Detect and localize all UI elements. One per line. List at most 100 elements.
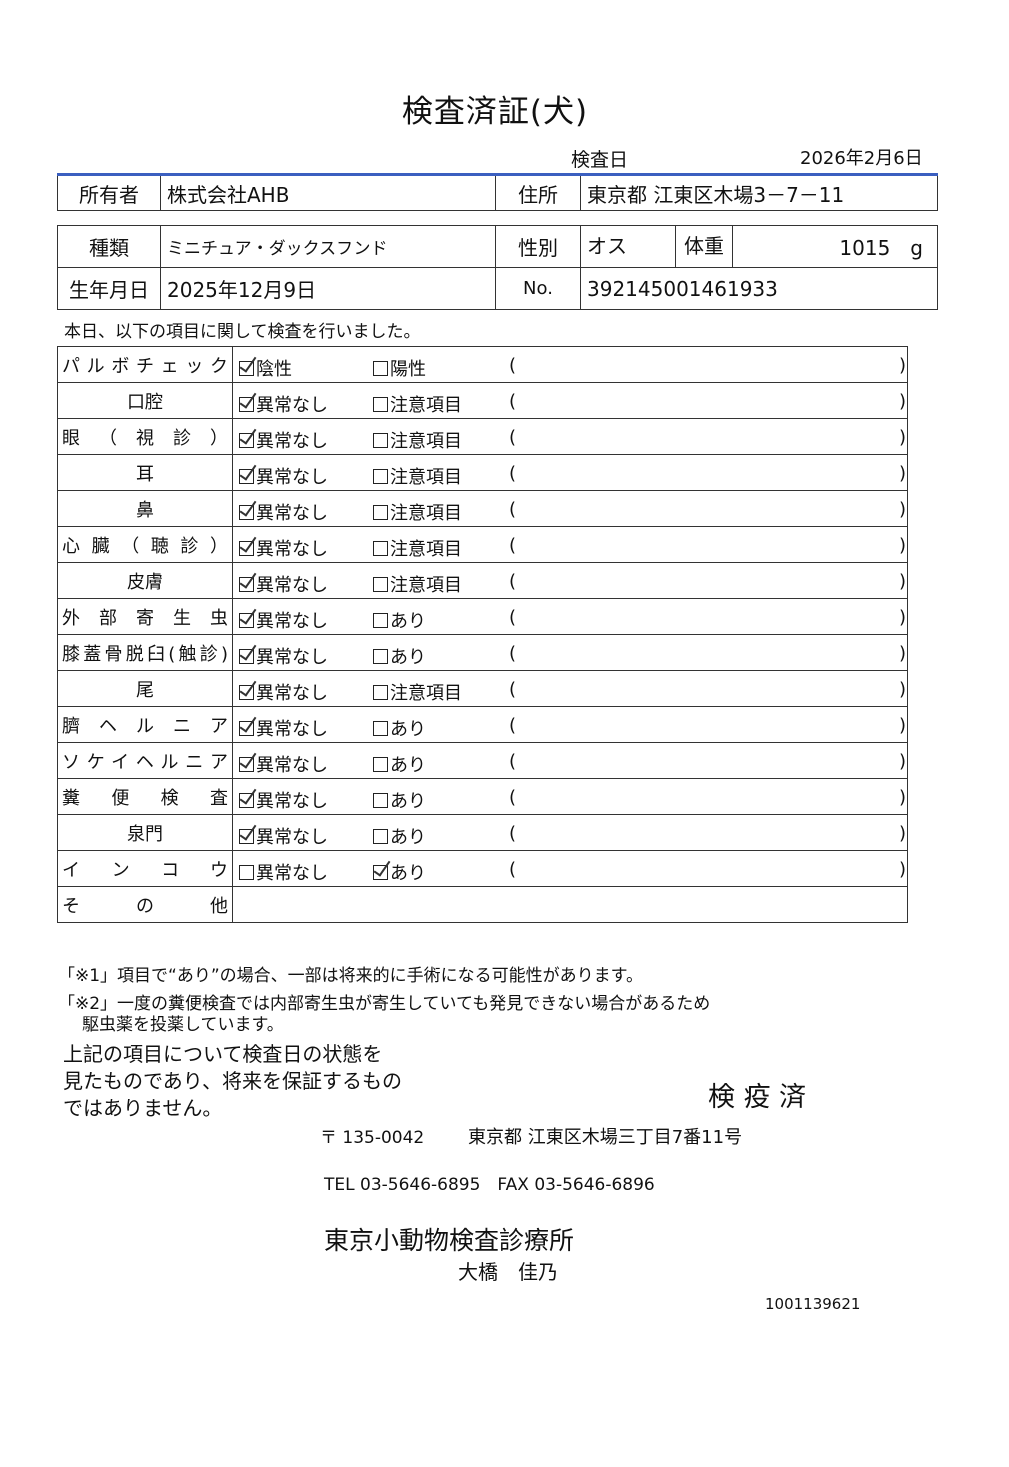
weight: 1015 g bbox=[839, 236, 923, 260]
address: 東京都 江東区木場3－7－11 bbox=[580, 174, 938, 211]
option-abnormal[interactable]: 陽性 bbox=[373, 355, 426, 381]
option-normal[interactable]: 異常なし bbox=[239, 607, 328, 633]
checkbox-icon[interactable] bbox=[373, 829, 388, 844]
checkbox-icon[interactable] bbox=[239, 793, 254, 808]
option-abnormal[interactable]: 注意項目 bbox=[373, 679, 462, 705]
other-field[interactable] bbox=[232, 886, 908, 923]
option-normal[interactable]: 異常なし bbox=[239, 571, 328, 597]
option-normal[interactable]: 異常なし bbox=[239, 679, 328, 705]
paren-open: ( bbox=[509, 571, 517, 592]
inspection-row: インコウ 異常なし あり ( ) ※1 bbox=[57, 850, 908, 887]
option-normal[interactable]: 異常なし bbox=[239, 535, 328, 561]
dob: 2025年12月9日 bbox=[160, 267, 496, 310]
option-abnormal[interactable]: 注意項目 bbox=[373, 427, 462, 453]
owner: 株式会社AHB bbox=[160, 174, 496, 211]
option-abnormal[interactable]: 注意項目 bbox=[373, 499, 462, 525]
paren-close: ) bbox=[899, 787, 907, 808]
checkbox-icon[interactable] bbox=[239, 505, 254, 520]
checkbox-icon[interactable] bbox=[239, 865, 254, 880]
checkbox-icon[interactable] bbox=[373, 793, 388, 808]
clinic-address: 東京都 江東区木場三丁目7番11号 bbox=[468, 1127, 743, 1148]
breed: ミニチュア・ダックスフンド bbox=[160, 225, 496, 268]
option-normal[interactable]: 異常なし bbox=[239, 463, 328, 489]
option-normal[interactable]: 異常なし bbox=[239, 823, 328, 849]
option-normal[interactable]: 異常なし bbox=[239, 391, 328, 417]
paren-open: ( bbox=[509, 499, 517, 520]
other-label: その他 bbox=[62, 895, 228, 917]
checkbox-icon[interactable] bbox=[239, 469, 254, 484]
option-abnormal[interactable]: 注意項目 bbox=[373, 391, 462, 417]
checkbox-icon[interactable] bbox=[373, 397, 388, 412]
page-title: 検査済証(犬) bbox=[401, 94, 589, 130]
clinic-name: 東京小動物検査診療所 bbox=[324, 1226, 575, 1255]
checkbox-icon[interactable] bbox=[373, 721, 388, 736]
paren-close: ) bbox=[899, 643, 907, 664]
option-abnormal[interactable]: あり bbox=[373, 607, 426, 633]
option-abnormal[interactable]: 注意項目 bbox=[373, 535, 462, 561]
paren-close: ) bbox=[899, 355, 907, 376]
exam-date-label: 検査日 bbox=[571, 149, 629, 171]
item-label: 耳 bbox=[136, 463, 154, 485]
checkbox-icon[interactable] bbox=[373, 361, 388, 376]
option-normal[interactable]: 異常なし bbox=[239, 499, 328, 525]
paren-close: ) bbox=[899, 463, 907, 484]
footnote-2-cont: 駆虫薬を投薬しています。 bbox=[82, 1015, 284, 1035]
owner-table: 所有者 株式会社AHB 住所 東京都 江東区木場3－7－11 bbox=[57, 173, 938, 211]
checkbox-icon[interactable] bbox=[373, 613, 388, 628]
option-abnormal[interactable]: 注意項目 bbox=[373, 463, 462, 489]
checkbox-icon[interactable] bbox=[373, 865, 388, 880]
item-label: 口腔 bbox=[127, 391, 163, 413]
checkbox-icon[interactable] bbox=[239, 577, 254, 592]
checkbox-icon[interactable] bbox=[373, 757, 388, 772]
option-normal[interactable]: 陰性 bbox=[239, 355, 292, 381]
checkbox-icon[interactable] bbox=[373, 685, 388, 700]
checkbox-icon[interactable] bbox=[239, 361, 254, 376]
option-normal[interactable]: 異常なし bbox=[239, 787, 328, 813]
option-abnormal[interactable]: あり bbox=[373, 787, 426, 813]
inspection-row: 膝蓋骨脱臼(触診) 異常なし あり ( ) ※1 bbox=[57, 634, 908, 671]
item-label: 外部寄生虫 bbox=[62, 607, 228, 629]
item-label: 糞便検査 bbox=[62, 787, 228, 809]
option-normal[interactable]: 異常なし bbox=[239, 643, 328, 669]
checkbox-icon[interactable] bbox=[373, 649, 388, 664]
paren-close: ) bbox=[899, 535, 907, 556]
option-normal[interactable]: 異常なし bbox=[239, 859, 328, 885]
address-label: 住所 bbox=[495, 174, 581, 211]
checkbox-icon[interactable] bbox=[373, 469, 388, 484]
quarantine-stamp: 検 疫 済 bbox=[708, 1082, 807, 1113]
checkbox-icon[interactable] bbox=[373, 505, 388, 520]
checkbox-icon[interactable] bbox=[373, 577, 388, 592]
option-normal[interactable]: 異常なし bbox=[239, 751, 328, 777]
footnote-1: 「※1」項目で“あり”の場合、一部は将来的に手術になる可能性があります。 bbox=[58, 966, 643, 986]
item-label: インコウ bbox=[62, 859, 228, 881]
checkbox-icon[interactable] bbox=[239, 433, 254, 448]
inspection-row: 尾 異常なし 注意項目 ( ) bbox=[57, 670, 908, 707]
option-abnormal[interactable]: あり bbox=[373, 859, 426, 885]
checkbox-icon[interactable] bbox=[239, 721, 254, 736]
checkbox-icon[interactable] bbox=[239, 541, 254, 556]
option-abnormal[interactable]: あり bbox=[373, 715, 426, 741]
option-abnormal[interactable]: あり bbox=[373, 643, 426, 669]
option-normal[interactable]: 異常なし bbox=[239, 715, 328, 741]
checkbox-icon[interactable] bbox=[239, 613, 254, 628]
option-abnormal[interactable]: あり bbox=[373, 751, 426, 777]
option-normal[interactable]: 異常なし bbox=[239, 427, 328, 453]
paren-open: ( bbox=[509, 679, 517, 700]
checkbox-icon[interactable] bbox=[239, 397, 254, 412]
inspection-row: 糞便検査 異常なし あり ( ) ※2 bbox=[57, 778, 908, 815]
checkbox-icon[interactable] bbox=[239, 685, 254, 700]
option-abnormal[interactable]: 注意項目 bbox=[373, 571, 462, 597]
checkbox-icon[interactable] bbox=[239, 757, 254, 772]
checkbox-icon[interactable] bbox=[373, 541, 388, 556]
item-label: 眼（視診） bbox=[62, 427, 228, 449]
item-label: 泉門 bbox=[127, 823, 163, 845]
paren-open: ( bbox=[509, 643, 517, 664]
option-abnormal[interactable]: あり bbox=[373, 823, 426, 849]
paren-close: ) bbox=[899, 571, 907, 592]
inspection-row: 泉門 異常なし あり ( ) bbox=[57, 814, 908, 851]
checkbox-icon[interactable] bbox=[239, 649, 254, 664]
checkbox-icon[interactable] bbox=[373, 433, 388, 448]
checkbox-icon[interactable] bbox=[239, 829, 254, 844]
inspection-row: 臍ヘルニア 異常なし あり ( ) ※1 bbox=[57, 706, 908, 743]
footnote-2: 「※2」一度の糞便検査では内部寄生虫が寄生していても発見できない場合があるため bbox=[58, 994, 711, 1014]
